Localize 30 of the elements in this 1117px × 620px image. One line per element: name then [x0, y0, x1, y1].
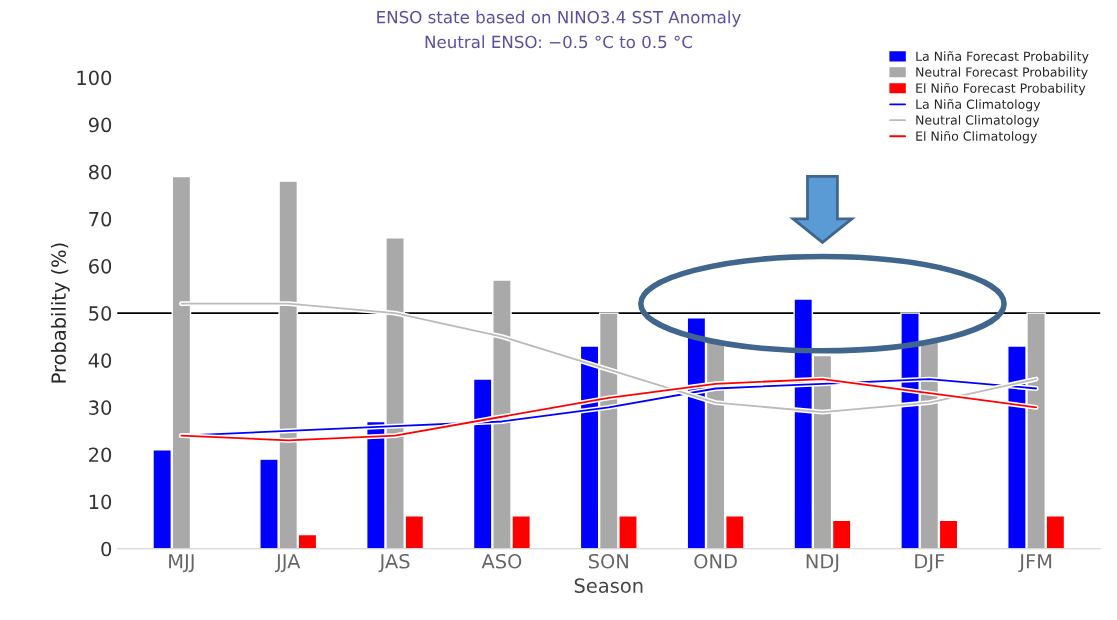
x-axis-title: Season: [574, 578, 643, 593]
y-tick-label: 100: [77, 70, 112, 86]
x-tick-label: OND: [694, 553, 737, 569]
y-tick-label: 20: [89, 447, 112, 463]
y-tick-label: 30: [89, 400, 112, 415]
legend-label: El Niño Climatology: [916, 130, 1037, 144]
legend-label: Neutral Climatology: [916, 115, 1040, 128]
y-tick-label: 10: [89, 494, 112, 510]
y-axis-title: Probability (%): [50, 243, 70, 383]
x-tick-label: JAS: [378, 553, 410, 573]
legend-label: La Niña Climatology: [916, 99, 1041, 112]
x-tick-label: DJF: [915, 554, 945, 573]
chart-subtitle: Neutral ENSO: −0.5 °C to 0.5 °C: [425, 35, 693, 49]
x-tick-label: ASO: [481, 553, 522, 569]
chart-title: ENSO state based on NINO3.4 SST Anomaly: [377, 10, 741, 27]
x-tick-label: JJA: [275, 554, 301, 573]
y-tick-label: 90: [88, 117, 112, 133]
y-tick-label: 40: [88, 353, 112, 368]
y-tick-label: 50: [89, 306, 112, 321]
y-tick-label: 60: [89, 258, 112, 274]
x-tick-label: JFM: [1018, 554, 1052, 573]
y-tick-label: 70: [89, 211, 112, 227]
x-tick-label: SON: [588, 553, 628, 569]
y-tick-label: 0: [101, 541, 112, 557]
legend-label: Neutral Forecast Probability: [916, 67, 1088, 80]
legend-label: El Niño Forecast Probability: [916, 82, 1086, 96]
x-tick-label: MJJ: [169, 554, 194, 573]
legend-label: La Niña Forecast Probability: [916, 51, 1089, 64]
y-tick-label: 80: [89, 164, 112, 180]
x-tick-label: NDJ: [806, 554, 839, 573]
